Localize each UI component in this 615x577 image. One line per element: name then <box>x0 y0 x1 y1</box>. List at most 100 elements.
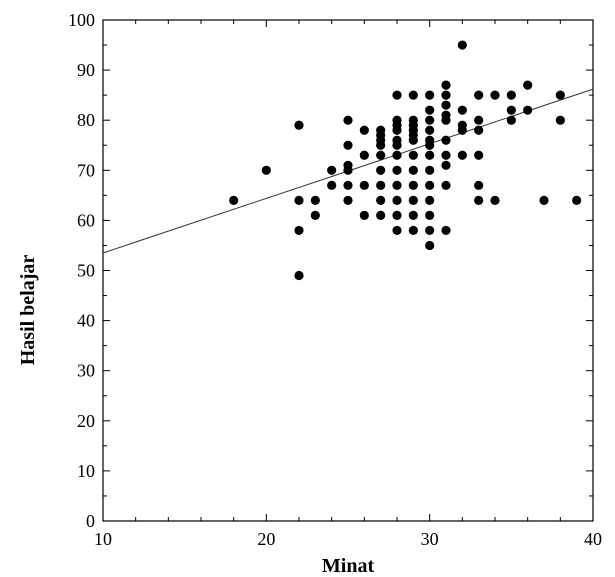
data-point <box>408 90 418 100</box>
y-tick-label: 90 <box>77 60 95 80</box>
data-point <box>425 125 435 135</box>
data-point <box>310 210 320 220</box>
data-point <box>457 150 467 160</box>
data-point <box>408 225 418 236</box>
data-point <box>539 195 549 205</box>
data-point <box>441 90 451 100</box>
data-point <box>490 90 500 100</box>
data-point <box>408 180 418 190</box>
data-point <box>506 115 516 125</box>
x-tick-label: 30 <box>421 529 439 549</box>
data-point <box>474 125 484 135</box>
data-point <box>408 150 418 160</box>
data-point <box>523 80 533 90</box>
y-tick-label: 20 <box>77 411 95 431</box>
data-points <box>229 40 582 281</box>
data-point <box>425 105 435 115</box>
data-point <box>359 125 369 135</box>
y-tick-label: 30 <box>77 361 95 381</box>
y-tick-label: 40 <box>77 311 95 331</box>
data-point <box>392 140 402 150</box>
data-point <box>457 125 467 135</box>
data-point <box>392 180 402 190</box>
data-point <box>343 115 353 125</box>
data-point <box>474 90 484 100</box>
data-point <box>425 165 435 175</box>
data-point <box>392 225 402 236</box>
data-point <box>376 140 386 150</box>
data-point <box>376 195 386 205</box>
data-point <box>359 210 369 220</box>
data-point <box>441 180 451 190</box>
data-point <box>506 90 516 100</box>
data-point <box>506 105 516 115</box>
data-point <box>425 195 435 205</box>
data-point <box>294 270 304 281</box>
data-point <box>229 195 239 205</box>
y-tick-label: 80 <box>77 110 95 130</box>
data-point <box>327 165 337 175</box>
data-point <box>376 150 386 160</box>
data-point <box>441 225 451 236</box>
x-tick-label: 20 <box>257 529 275 549</box>
y-tick-label: 50 <box>77 261 95 281</box>
data-point <box>343 195 353 205</box>
data-point <box>310 195 320 205</box>
x-tick-label: 40 <box>584 529 602 549</box>
data-point <box>294 195 304 205</box>
data-point <box>457 40 467 50</box>
data-point <box>408 135 418 145</box>
y-tick-label: 100 <box>68 10 95 30</box>
data-point <box>376 180 386 190</box>
data-point <box>523 105 533 115</box>
data-point <box>425 180 435 190</box>
data-point <box>474 150 484 160</box>
data-point <box>425 210 435 220</box>
data-point <box>474 115 484 125</box>
x-tick-label: 10 <box>94 529 112 549</box>
data-point <box>474 180 484 190</box>
data-point <box>425 150 435 160</box>
data-point <box>425 140 435 150</box>
x-axis-title: Minat <box>322 555 375 577</box>
axis-ticks <box>102 19 594 522</box>
data-point <box>343 165 353 175</box>
data-point <box>359 180 369 190</box>
data-point <box>441 150 451 160</box>
data-point <box>343 140 353 150</box>
data-point <box>327 180 337 190</box>
data-point <box>425 115 435 125</box>
data-point <box>392 90 402 100</box>
data-point <box>408 210 418 220</box>
data-point <box>441 80 451 90</box>
y-tick-label: 70 <box>77 160 95 180</box>
data-point <box>359 150 369 160</box>
y-tick-label: 10 <box>77 461 95 481</box>
data-point <box>392 210 402 220</box>
data-point <box>376 165 386 175</box>
data-point <box>261 165 271 175</box>
data-point <box>343 180 353 190</box>
data-point <box>555 90 565 100</box>
data-point <box>572 195 582 205</box>
y-tick-label: 60 <box>77 210 95 230</box>
data-point <box>425 90 435 100</box>
data-point <box>457 105 467 115</box>
data-point <box>441 115 451 125</box>
data-point <box>392 125 402 135</box>
data-point <box>408 195 418 205</box>
data-point <box>441 160 451 170</box>
data-point <box>425 225 435 236</box>
data-point <box>490 195 500 205</box>
y-axis-title: Hasil belajar <box>17 255 39 366</box>
data-point <box>441 135 451 145</box>
data-point <box>294 120 304 130</box>
data-point <box>376 210 386 220</box>
y-tick-label: 0 <box>86 511 95 531</box>
data-point <box>392 150 402 160</box>
data-point <box>408 165 418 175</box>
data-point <box>425 240 435 251</box>
plot-frame <box>102 19 594 522</box>
